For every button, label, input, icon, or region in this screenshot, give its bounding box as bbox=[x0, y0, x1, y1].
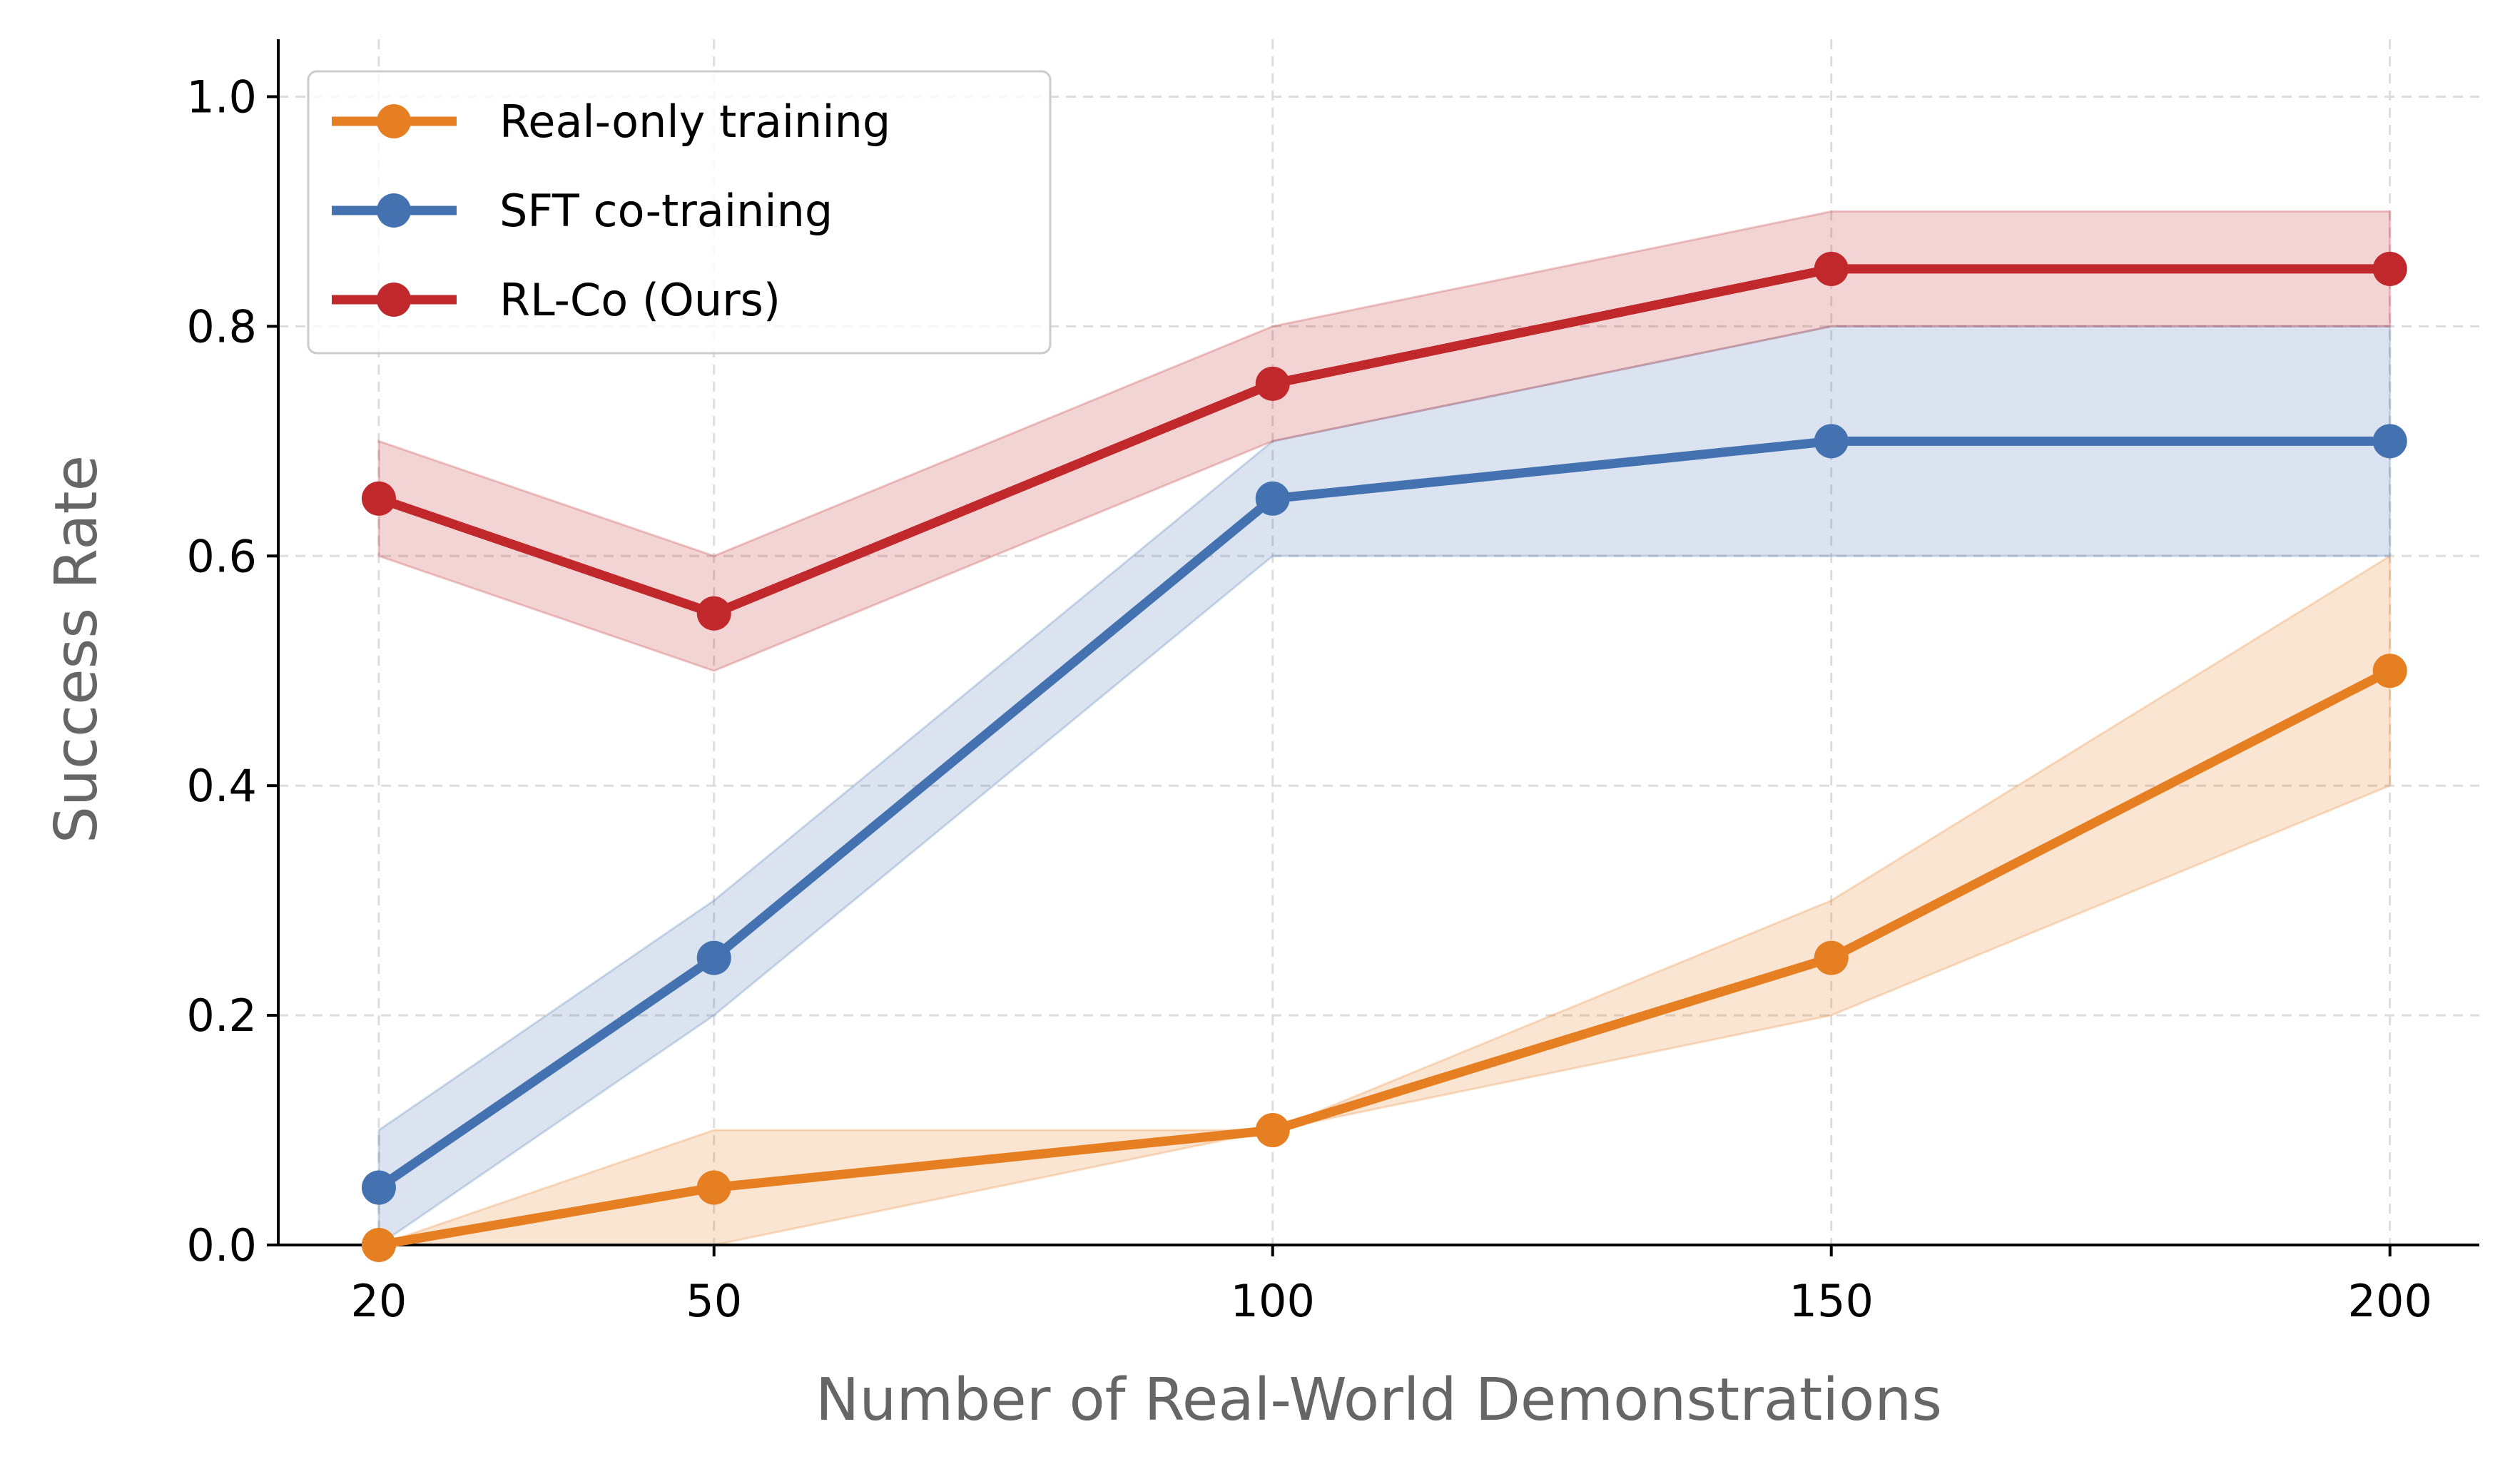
x-axis-title: Number of Real-World Demonstrations bbox=[816, 1366, 1942, 1434]
data-point bbox=[1255, 366, 1290, 401]
y-tick-label: 0.6 bbox=[186, 530, 257, 582]
x-tick-label: 150 bbox=[1789, 1275, 1874, 1327]
data-point bbox=[361, 1228, 396, 1262]
data-point bbox=[361, 481, 396, 516]
x-tick-label: 100 bbox=[1231, 1275, 1315, 1327]
data-point bbox=[696, 940, 731, 975]
x-tick-label: 200 bbox=[2348, 1275, 2432, 1327]
data-point bbox=[696, 1170, 731, 1205]
legend: Real-only training SFT co-training RL-Co (… bbox=[307, 70, 1052, 355]
data-point bbox=[1814, 940, 1849, 975]
data-point bbox=[1255, 481, 1290, 516]
confidence-bands bbox=[377, 210, 2392, 1247]
y-tick-label: 0.0 bbox=[186, 1219, 257, 1271]
axes bbox=[277, 39, 2479, 1246]
legend-marker bbox=[377, 283, 411, 317]
y-tick-label: 0.4 bbox=[186, 760, 257, 812]
data-point bbox=[2372, 654, 2407, 688]
data-point bbox=[2372, 424, 2407, 459]
legend-label: SFT co-training bbox=[499, 185, 833, 237]
data-point bbox=[1255, 1113, 1290, 1148]
y-axis-title: Success Rate bbox=[43, 455, 111, 843]
x-tick-label: 20 bbox=[350, 1275, 407, 1327]
y-ticks: 0.0 0.2 0.4 0.6 0.8 1.0 bbox=[186, 71, 278, 1271]
data-point bbox=[696, 596, 731, 631]
legend-marker bbox=[377, 193, 411, 228]
legend-label: Real-only training bbox=[499, 96, 890, 148]
legend-marker bbox=[377, 104, 411, 138]
y-tick-label: 0.2 bbox=[186, 990, 257, 1042]
series-lines bbox=[361, 251, 2407, 1262]
data-point bbox=[2372, 251, 2407, 286]
x-tick-label: 50 bbox=[686, 1275, 742, 1327]
data-point bbox=[1814, 251, 1849, 286]
data-point bbox=[1814, 424, 1849, 459]
y-tick-label: 1.0 bbox=[186, 71, 257, 123]
y-tick-label: 0.8 bbox=[186, 300, 257, 352]
legend-items: Real-only training SFT co-training RL-Co (… bbox=[332, 96, 890, 326]
legend-box bbox=[307, 70, 1052, 355]
data-point bbox=[361, 1170, 396, 1205]
confidence-band-1 bbox=[377, 325, 2392, 1247]
x-ticks: 20 50 100 150 200 bbox=[350, 1245, 2432, 1327]
confidence-band-2 bbox=[377, 210, 2392, 672]
legend-label: RL-Co (Ours) bbox=[499, 274, 781, 326]
